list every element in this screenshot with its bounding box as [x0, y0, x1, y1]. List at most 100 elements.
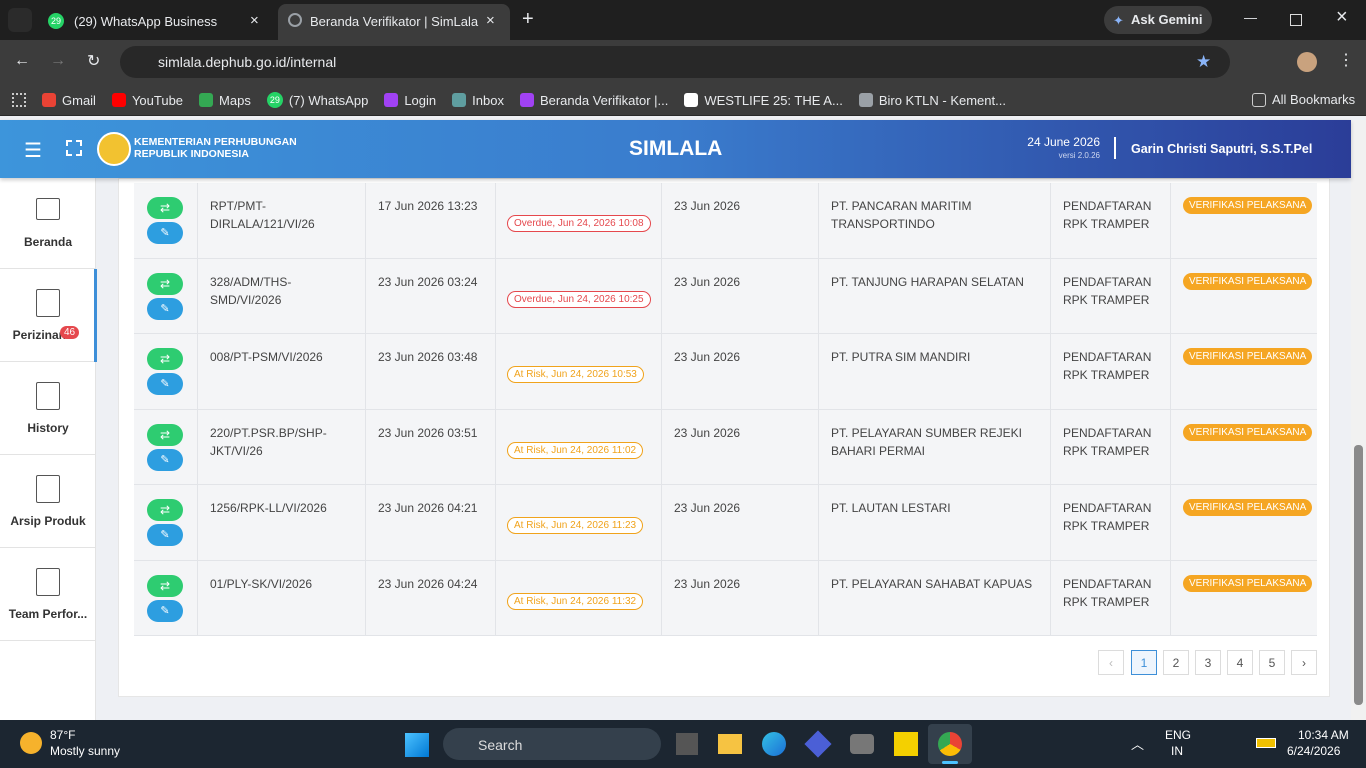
cell-border — [1050, 485, 1051, 560]
gemini-label: Ask Gemini — [1131, 12, 1203, 27]
sidebar-item[interactable]: Perizinan 46 — [0, 269, 97, 362]
next-page[interactable]: › — [1291, 650, 1317, 675]
status-chip: VERIFIKASI PELAKSANA — [1183, 348, 1313, 365]
app-icon[interactable] — [676, 733, 698, 755]
sla-chip: At Risk, Jun 24, 2026 11:23 — [507, 517, 644, 534]
swap-button[interactable]: ⇄ — [147, 423, 183, 446]
cell-border — [1050, 409, 1051, 485]
bookmark[interactable]: Login — [384, 92, 436, 108]
scrollbar[interactable] — [1351, 120, 1366, 720]
bookmark[interactable]: Beranda Verifikator |... — [519, 92, 668, 108]
address-bar[interactable]: simlala.dephub.go.id/internal — [120, 46, 1230, 78]
bookmark[interactable]: Gmail — [42, 92, 96, 108]
sidebar-item[interactable]: Arsip Produk — [0, 455, 96, 548]
minimize[interactable]: — — [1244, 10, 1257, 25]
sidebar-item[interactable]: History — [0, 362, 96, 455]
start[interactable] — [405, 733, 429, 757]
tab-close[interactable]: × — [486, 12, 495, 29]
scroll-thumb[interactable] — [1354, 445, 1363, 705]
logo — [97, 132, 131, 166]
bookmark-label: Inbox — [472, 92, 504, 108]
edit-button[interactable]: ✎ — [147, 524, 183, 546]
page-button[interactable]: 3 — [1195, 650, 1221, 675]
bookmark-star[interactable]: ★ — [1196, 52, 1212, 71]
bookmark[interactable]: WESTLIFE 25: THE A... — [684, 92, 843, 108]
tab[interactable]: 29 (29) WhatsApp Business × — [40, 6, 272, 40]
search-box[interactable]: Search — [443, 728, 661, 760]
sidebar-item[interactable]: Beranda — [0, 176, 96, 269]
forward[interactable]: → — [50, 52, 66, 69]
bookmark-icon — [42, 93, 56, 107]
weather: Mostly sunny — [50, 744, 121, 758]
notes-icon[interactable] — [894, 732, 918, 756]
back[interactable]: ← — [14, 52, 30, 69]
maximize[interactable] — [1290, 14, 1302, 26]
table-row: ⇄ ✎ 008/PT-PSM/VI/2026 23 Jun 2026 03:48 At … — [134, 334, 1317, 410]
cell-border — [495, 485, 496, 560]
bookmark[interactable]: YouTube — [111, 92, 183, 108]
bookmark-label: WESTLIFE 25: THE A... — [704, 92, 843, 108]
user-name: Garin Christi Saputri, S.S.T.Pel — [1131, 142, 1313, 156]
cell-border — [1050, 560, 1051, 636]
tab-badge: 29 — [48, 13, 64, 29]
search-label: Search — [478, 737, 523, 753]
cell-border — [661, 334, 662, 409]
chrome-active[interactable] — [928, 724, 972, 764]
page-button[interactable]: 2 — [1163, 650, 1189, 675]
edit-button[interactable]: ✎ — [147, 373, 183, 395]
tab-close[interactable]: × — [250, 12, 259, 29]
edit-button[interactable]: ✎ — [147, 297, 183, 320]
status-chip: VERIFIKASI PELAKSANA — [1183, 197, 1313, 214]
cell-border — [661, 409, 662, 485]
camera-icon[interactable] — [850, 734, 874, 754]
sla-chip: At Risk, Jun 24, 2026 11:32 — [507, 592, 644, 610]
tab-menu[interactable] — [8, 8, 32, 32]
bookmark[interactable]: Inbox — [452, 92, 504, 108]
cell-border — [818, 485, 819, 560]
reload[interactable]: ↻ — [87, 53, 101, 70]
sidebar-icon — [36, 289, 60, 317]
bookmark-badge: 29 — [266, 92, 283, 108]
company-cell: PT. PUTRA SIM MANDIRI — [831, 350, 971, 364]
cell-border — [1170, 560, 1171, 636]
bookmark-icon — [199, 93, 214, 107]
page-button[interactable]: 5 — [1259, 650, 1285, 675]
swap-button[interactable]: ⇄ — [147, 499, 183, 521]
tray-chevron[interactable]: ︿ — [1131, 737, 1145, 752]
hamburger[interactable]: ☰ — [24, 140, 42, 162]
clock-time: 10:34 AM — [1298, 728, 1349, 742]
edit-button[interactable]: ✎ — [147, 222, 183, 244]
gemini-button[interactable]: Ask Gemini ✦ — [1104, 6, 1212, 34]
bookmark[interactable]: Maps — [199, 92, 251, 108]
swap-button[interactable]: ⇄ — [147, 348, 183, 370]
swap-button[interactable]: ⇄ — [147, 197, 183, 219]
app-icon[interactable] — [804, 730, 832, 758]
edge-icon[interactable] — [762, 732, 786, 756]
edit-button[interactable]: ✎ — [147, 448, 183, 471]
bookmark[interactable]: 29 (7) WhatsApp — [266, 92, 368, 108]
swap-button[interactable]: ⇄ — [147, 574, 183, 597]
menu[interactable]: ⋮ — [1338, 52, 1354, 69]
sidebar-item[interactable]: Team Perfor... — [0, 548, 96, 641]
new-tab[interactable]: + — [522, 8, 534, 30]
profile[interactable] — [1297, 52, 1317, 72]
page-button[interactable]: 4 — [1227, 650, 1253, 675]
all-bookmarks[interactable]: All Bookmarks — [1252, 92, 1355, 107]
explorer-icon[interactable] — [718, 734, 742, 754]
cell-border — [365, 409, 366, 485]
date-cell: 23 Jun 2026 — [674, 274, 741, 289]
cell-border — [661, 485, 662, 560]
app-header: ☰ KEMENTERIAN PERHUBUNGAN REPUBLIK INDON… — [0, 120, 1351, 178]
cell-border — [495, 258, 496, 334]
tab-active[interactable]: Beranda Verifikator | SimLala × — [278, 4, 510, 40]
page-button[interactable]: 1 — [1131, 650, 1157, 675]
cell-border — [1170, 409, 1171, 485]
cell-border — [1170, 334, 1171, 409]
close-window[interactable]: × — [1336, 6, 1348, 28]
swap-button[interactable]: ⇄ — [147, 272, 183, 295]
edit-button[interactable]: ✎ — [147, 599, 183, 622]
fullscreen[interactable] — [66, 140, 82, 156]
lang: ENG — [1165, 728, 1192, 742]
bookmark[interactable]: Biro KTLN - Kement... — [858, 92, 1006, 108]
number-cell: 008/PT-PSM/VI/2026 — [210, 350, 323, 364]
